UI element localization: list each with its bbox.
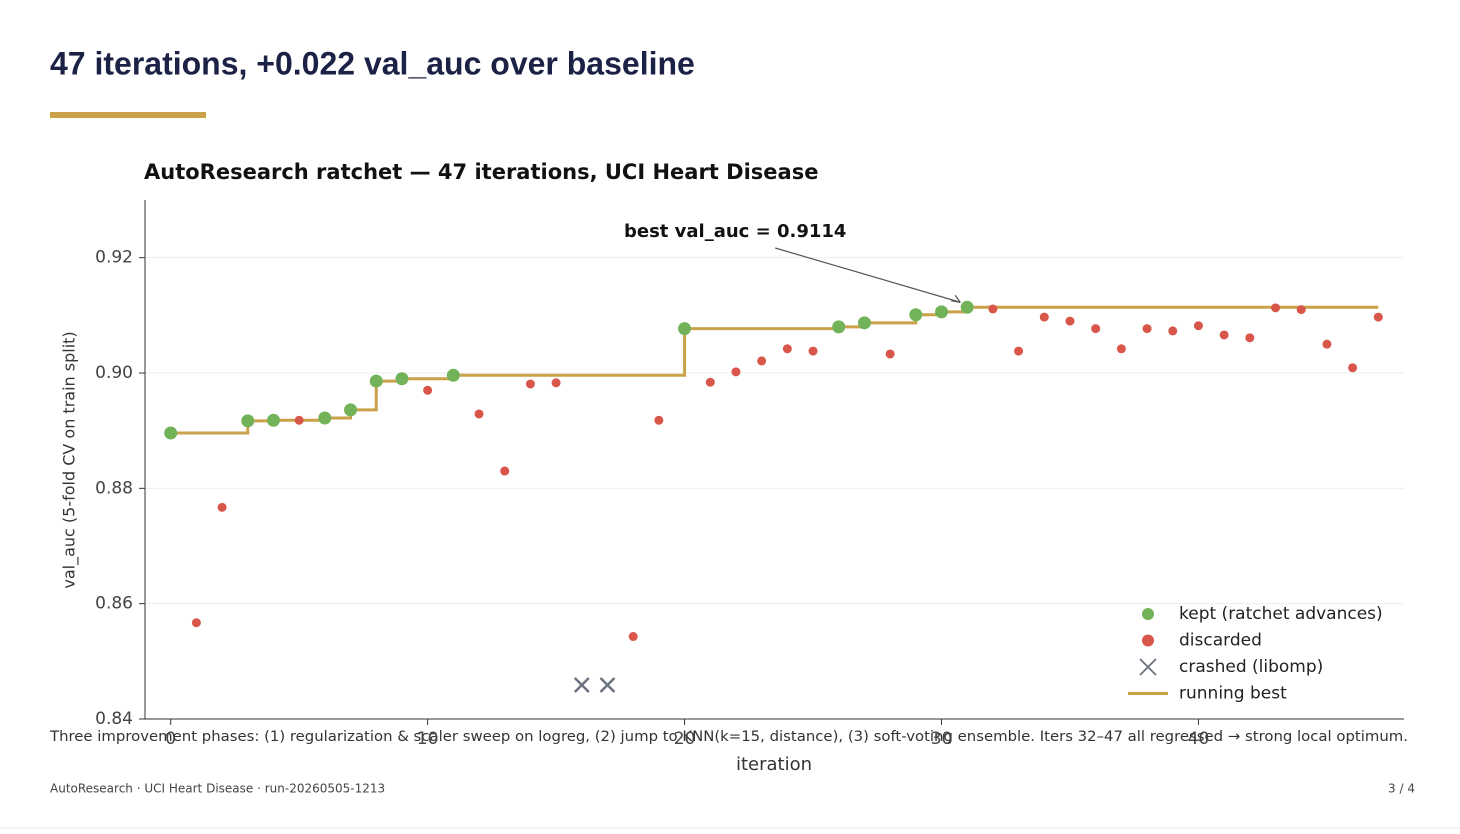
crashed-point (573, 677, 590, 693)
discarded-point (1091, 324, 1101, 334)
x-tick-label: 30 (931, 729, 953, 749)
caption: Three improvement phases: (1) regulariza… (49, 729, 1408, 745)
discarded-point (808, 346, 818, 356)
y-tick-label: 0.88 (95, 478, 133, 498)
discarded-point (1245, 333, 1255, 343)
discarded-point (1168, 326, 1178, 336)
discarded-point (1322, 339, 1332, 349)
kept-point (369, 374, 383, 388)
legend-marker (1142, 634, 1154, 647)
kept-point (241, 414, 255, 428)
legend-label: kept (ratchet advances) (1179, 604, 1383, 624)
discarded-point (1219, 330, 1229, 340)
crashed-point (599, 677, 616, 693)
discarded-point (217, 502, 227, 512)
discarded-point (782, 344, 792, 354)
discarded-point (474, 409, 484, 419)
x-tick-label: 40 (1188, 729, 1210, 749)
kept-point (909, 308, 923, 322)
kept-point (344, 403, 358, 417)
discarded-point (1014, 346, 1024, 356)
kept-point (960, 300, 974, 314)
discarded-point (551, 378, 561, 388)
slide-title: 47 iterations, +0.022 val_auc over basel… (50, 45, 695, 81)
kept-point (164, 426, 178, 440)
kept-point (857, 316, 871, 330)
discarded-point (757, 356, 767, 366)
discarded-point (1039, 312, 1049, 322)
kept-point (935, 305, 949, 319)
kept-point (678, 322, 692, 336)
kept-point (395, 372, 409, 386)
discarded-point (294, 415, 304, 425)
discarded-point (731, 367, 741, 377)
discarded-point (654, 415, 664, 425)
discarded-point (525, 379, 535, 389)
annotation: best val_auc = 0.9114 (624, 221, 846, 242)
title-underline (50, 112, 206, 118)
discarded-point (1065, 316, 1075, 326)
footer-right: 3 / 4 (1388, 782, 1415, 796)
kept-point (266, 413, 280, 427)
discarded-point (1348, 363, 1358, 373)
y-tick-label: 0.90 (95, 363, 133, 383)
legend-label: crashed (libomp) (1179, 657, 1323, 677)
legend-label: running best (1179, 684, 1287, 704)
discarded-point (1296, 305, 1306, 315)
discarded-point (1193, 321, 1203, 331)
y-axis-label: val_auc (5-fold CV on train split) (60, 331, 80, 588)
legend-marker (1142, 608, 1154, 620)
discarded-point (1373, 312, 1383, 322)
x-tick-label: 20 (674, 729, 696, 749)
discarded-point (885, 349, 895, 359)
kept-point (446, 368, 460, 382)
x-axis-label: iteration (736, 754, 812, 775)
legend-marker (1139, 658, 1157, 676)
x-tick-label: 10 (417, 729, 439, 749)
chart-title: AutoResearch ratchet — 47 iterations, UC… (144, 160, 818, 184)
discarded-point (500, 466, 510, 476)
discarded-point (1116, 344, 1126, 354)
y-tick-label: 0.84 (95, 709, 133, 729)
x-tick-label: 0 (165, 729, 176, 749)
discarded-point (628, 632, 638, 642)
annotation-arrow (775, 247, 961, 303)
legend-label: discarded (1179, 631, 1262, 651)
kept-point (832, 320, 846, 334)
discarded-point (423, 385, 433, 395)
annotation-arrowhead (951, 294, 961, 303)
y-tick-label: 0.92 (95, 248, 133, 268)
discarded-point (1271, 303, 1281, 313)
discarded-point (988, 304, 998, 314)
y-tick-label: 0.86 (95, 594, 133, 614)
discarded-point (705, 377, 715, 387)
discarded-point (191, 618, 201, 628)
discarded-point (1142, 324, 1152, 334)
footer-left: AutoResearch · UCI Heart Disease · run-2… (50, 782, 385, 796)
kept-point (318, 411, 332, 425)
